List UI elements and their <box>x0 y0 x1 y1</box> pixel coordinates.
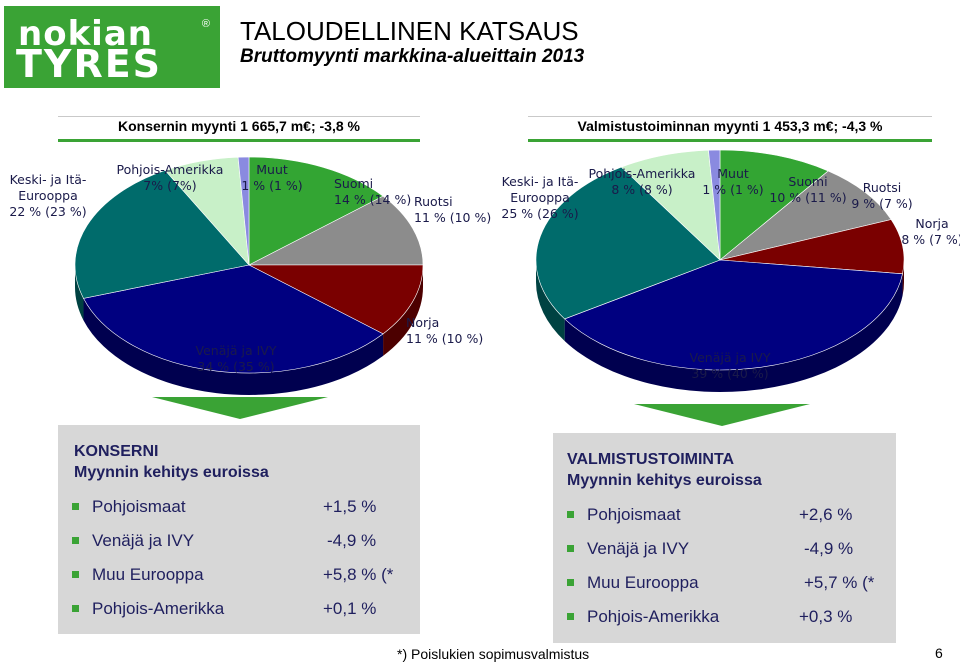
valmistus-heading-title: VALMISTUSTOIMINTA <box>567 451 735 468</box>
region-change: +0,1 % <box>323 599 377 618</box>
region-name: Muu Eurooppa <box>587 573 699 592</box>
left-down-arrow <box>152 397 328 419</box>
pie-data-label: Venäjä ja IVY 39 % (40 %) <box>690 350 771 381</box>
konserni-pie-chart: Suomi 14 % (14 %) Ruotsi 11 % (10 %) Norja 11… <box>9 156 491 395</box>
pie-data-label: Suomi 10 % (11 %) <box>769 174 846 205</box>
pie-slice-side <box>564 273 903 392</box>
valmistus-summary-box: VALMISTUSTOIMINTA Myynnin kehitys eurois… <box>553 433 896 643</box>
region-change: +0,3 % <box>799 607 853 626</box>
pie-slice-side <box>75 265 84 321</box>
region-name: Pohjois-Amerikka <box>92 599 225 618</box>
pie-data-label: Pohjois-Amerikka 8 % (8 %) <box>589 166 696 197</box>
pie-slice-side <box>383 265 423 356</box>
region-change: +2,6 % <box>799 505 853 524</box>
pie-slice <box>248 156 384 266</box>
bullet-icon <box>567 545 574 552</box>
region-change: -4,9 % <box>804 539 854 558</box>
pie-slice-side <box>83 298 384 395</box>
konserni-summary-box: KONSERNI Myynnin kehitys euroissa Pohjoi… <box>58 425 420 634</box>
bullet-icon <box>72 503 79 510</box>
region-change: -4,9 % <box>327 531 377 550</box>
pie-data-label: Suomi 14 % (14 %) <box>334 176 411 207</box>
region-name: Venäjä ja IVY <box>587 539 690 558</box>
pie-data-label: Norja 8 % (7 %) <box>901 216 960 247</box>
pie-data-label: Ruotsi 9 % (7 %) <box>851 180 912 211</box>
page-number: 6 <box>935 645 943 661</box>
pie-slice <box>248 264 424 335</box>
region-change: +1,5 % <box>323 497 377 516</box>
konserni-heading-subtitle: Myynnin kehitys euroissa <box>74 464 269 481</box>
pie-data-label: Norja 11 % (10 %) <box>406 315 483 346</box>
valmistus-pie-chart: Suomi 10 % (11 %)Ruotsi 9 % (7 %) Norja 8 % … <box>501 149 960 392</box>
konserni-chart-title: Konsernin myynti 1 665,7 m€; -3,8 % <box>58 116 420 142</box>
pie-slice <box>564 259 903 371</box>
nokian-tyres-logo: nokian TYRES ® <box>4 6 220 88</box>
valmistus-chart-title: Valmistustoiminnan myynti 1 453,3 m€; -4… <box>528 116 932 142</box>
pie-slice <box>535 166 721 320</box>
region-change: +5,7 % (* <box>804 573 875 592</box>
bullet-icon <box>567 613 574 620</box>
logo-registered-mark: ® <box>201 18 210 30</box>
pie-slice <box>620 149 721 261</box>
konserni-heading: KONSERNI Myynnin kehitys euroissa <box>74 441 269 483</box>
pie-charts: Suomi 14 % (14 %) Ruotsi 11 % (10 %) Norja 11… <box>9 149 960 395</box>
valmistus-heading: VALMISTUSTOIMINTA Myynnin kehitys eurois… <box>567 449 762 491</box>
right-down-arrow <box>634 404 810 426</box>
pie-data-label: Muut 1 % (1 %) <box>241 162 302 193</box>
logo-text-tyres: TYRES <box>16 42 163 86</box>
bullet-icon <box>72 605 79 612</box>
pie-slice <box>248 195 424 266</box>
pie-data-label: Keski- ja Itä-Eurooppa 22 % (23 %) <box>9 172 86 219</box>
pie-data-label: Ruotsi 11 % (10 %) <box>414 194 491 225</box>
pie-slice <box>719 219 905 275</box>
pie-slice <box>83 264 384 374</box>
pie-slice <box>719 170 892 261</box>
region-name: Pohjoismaat <box>587 505 681 524</box>
footnote: *) Poislukien sopimusvalmistus <box>397 646 590 662</box>
konserni-heading-title: KONSERNI <box>74 443 159 460</box>
bullet-icon <box>72 537 79 544</box>
pie-data-label: Venäjä ja IVY 34 % (35 %) <box>196 343 277 374</box>
bullet-icon <box>567 511 574 518</box>
pie-slice <box>237 156 250 266</box>
valmistus-heading-subtitle: Myynnin kehitys euroissa <box>567 472 762 489</box>
slide-title: TALOUDELLINEN KATSAUS <box>240 16 579 46</box>
region-change: +5,8 % (* <box>323 565 394 584</box>
region-name: Muu Eurooppa <box>92 565 204 584</box>
pie-slice <box>74 170 250 299</box>
pie-data-label: Muut 1 % (1 %) <box>702 166 763 197</box>
bullet-icon <box>72 571 79 578</box>
pie-data-label: Pohjois-Amerikka 7% (7%) <box>117 162 224 193</box>
pie-data-label: Keski- ja Itä-Eurooppa 25 % (26 %) <box>501 174 578 221</box>
pie-slice <box>719 149 829 261</box>
pie-slice <box>708 149 721 261</box>
bullet-icon <box>567 579 574 586</box>
logo-text-nokian: nokian <box>18 14 153 54</box>
region-name: Pohjois-Amerikka <box>587 607 720 626</box>
region-name: Pohjoismaat <box>92 497 186 516</box>
region-name: Venäjä ja IVY <box>92 531 195 550</box>
pie-slice-side <box>536 260 565 341</box>
slide-subtitle: Bruttomyynti markkina-alueittain 2013 <box>240 46 585 67</box>
